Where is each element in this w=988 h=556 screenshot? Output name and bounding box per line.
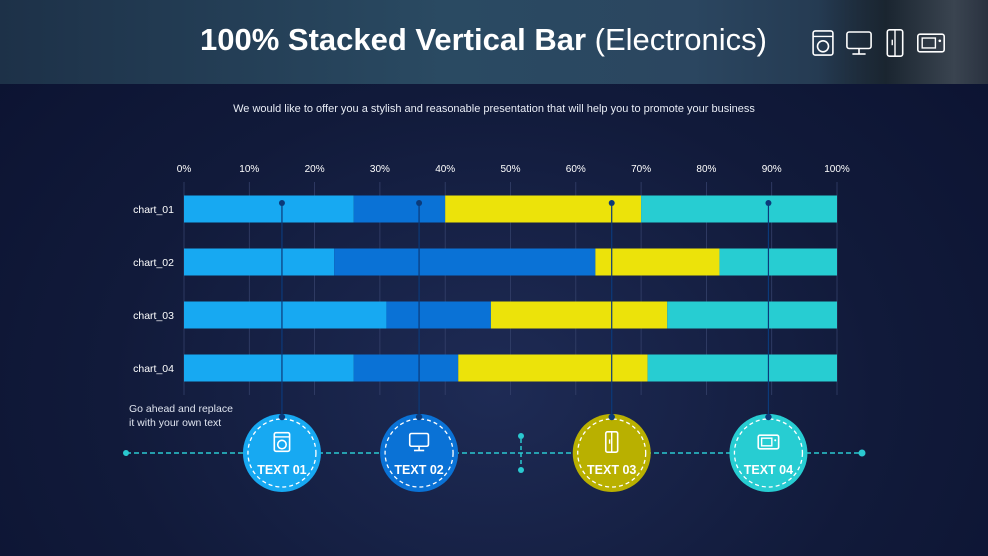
mw-door: [760, 437, 773, 447]
marker-circle: [380, 414, 459, 492]
x-tick-label: 60%: [566, 164, 586, 175]
washing-machine-icon: [273, 431, 291, 453]
x-tick-label: 50%: [500, 164, 520, 175]
bar-segment: [386, 301, 491, 329]
marker-label: TEXT 02: [394, 463, 443, 477]
timeline-mid-dot: [518, 433, 524, 439]
timeline-mid-dot: [518, 467, 524, 473]
marker-label: TEXT 04: [744, 463, 793, 477]
marker-bottom-dot: [278, 413, 286, 421]
marker-top-dot: [416, 200, 423, 206]
bar-segment: [184, 248, 335, 276]
category-label: chart_03: [133, 310, 174, 322]
bar-segment: [184, 354, 354, 382]
mw-knob: [938, 39, 942, 43]
wm-body: [273, 431, 291, 453]
monitor-icon: [846, 31, 872, 55]
category-label: chart_04: [133, 363, 174, 375]
bar-segment: [490, 301, 668, 329]
washing-machine-icon: [812, 30, 834, 56]
marker-bottom-dot: [415, 413, 423, 421]
wm-door: [816, 39, 830, 53]
timeline-end-dot: [858, 449, 866, 457]
bar-segment: [667, 301, 837, 329]
microwave-icon: [917, 33, 945, 53]
note-text: Go ahead and replace it with your own te…: [129, 403, 233, 429]
header-icons: [808, 27, 946, 59]
fr-body: [886, 29, 904, 57]
marker-top-dot: [608, 200, 615, 206]
marker-label: TEXT 03: [587, 463, 636, 477]
marker-top-dot: [765, 200, 772, 206]
category-label: chart_02: [133, 257, 174, 269]
page-title: 100% Stacked Vertical Bar (Electronics): [200, 22, 767, 57]
bar-segment: [445, 195, 642, 223]
marker-circle: [242, 414, 321, 492]
x-tick-label: 80%: [696, 164, 716, 175]
bar-segment: [595, 248, 720, 276]
x-tick-label: 0%: [177, 164, 192, 175]
marker-bottom-dot: [765, 413, 772, 421]
x-tick-label: 100%: [824, 164, 850, 175]
bar-segment: [334, 248, 596, 276]
marker-top-dot: [278, 200, 285, 206]
wm-body: [812, 30, 834, 56]
mw-body: [757, 434, 780, 450]
x-tick-label: 30%: [370, 164, 390, 175]
bar-segment: [641, 195, 837, 223]
marker-dashed-ring: [733, 418, 804, 488]
category-label: chart_01: [133, 204, 174, 216]
mw-knob: [774, 439, 777, 442]
marker-dashed-ring: [247, 418, 317, 488]
marker-label: TEXT 01: [257, 463, 306, 477]
bar-segment: [353, 195, 446, 223]
x-tick-label: 20%: [305, 164, 325, 175]
monitor-icon: [408, 432, 430, 452]
refrigerator-icon: [604, 431, 619, 453]
mw-door: [921, 37, 937, 49]
marker-circle: [729, 414, 808, 492]
refrigerator-icon: [886, 29, 904, 57]
marker-dashed-ring: [384, 418, 454, 488]
bar-segment: [458, 354, 648, 382]
bar-segment: [647, 354, 837, 382]
x-tick-label: 90%: [762, 164, 782, 175]
x-tick-label: 10%: [239, 164, 259, 175]
subtitle: We would like to offer you a stylish and…: [233, 103, 755, 115]
bar-segment: [719, 248, 837, 276]
mw-body: [917, 33, 945, 53]
marker-bottom-dot: [608, 413, 615, 421]
x-tick-label: 40%: [435, 164, 455, 175]
microwave-icon: [757, 434, 780, 450]
marker-dashed-ring: [577, 418, 647, 488]
timeline-start-dot: [123, 450, 129, 456]
wm-door: [276, 439, 288, 450]
bar-segment: [184, 195, 354, 223]
bar-segment: [184, 301, 387, 329]
x-tick-label: 70%: [631, 164, 651, 175]
fr-body: [604, 431, 619, 453]
bar-segment: [353, 354, 459, 382]
